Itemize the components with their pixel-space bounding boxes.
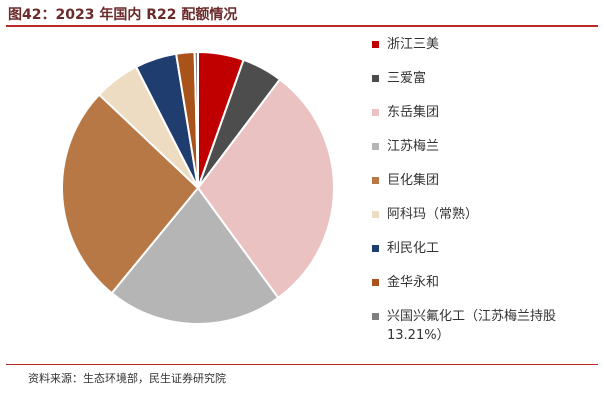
legend-item: 兴国兴氟化工（江苏梅兰持股13.21%） xyxy=(372,307,600,343)
legend-label: 江苏梅兰 xyxy=(387,139,440,154)
legend-swatch xyxy=(372,143,379,150)
legend-label: 巨化集团 xyxy=(387,173,440,188)
legend-label: 利民化工 xyxy=(387,241,440,256)
pie-slice-3 xyxy=(196,78,335,300)
legend-swatch xyxy=(372,109,379,116)
legend-swatch xyxy=(372,313,379,320)
legend-item: 利民化工 xyxy=(372,239,600,273)
legend-swatch xyxy=(372,245,379,252)
legend-item: 东岳集团 xyxy=(372,103,600,137)
legend-swatch xyxy=(372,75,379,82)
bottom-divider xyxy=(6,364,598,365)
legend-item: 巨化集团 xyxy=(372,171,600,205)
legend-label: 三爱富 xyxy=(387,71,427,86)
pie-slice-4 xyxy=(110,186,280,325)
legend: 浙江三美三爱富东岳集团江苏梅兰巨化集团阿科玛（常熟） 利民化工金华永和兴国兴氟化工… xyxy=(372,35,600,343)
legend-swatch xyxy=(372,41,379,48)
legend-label: 浙江三美 xyxy=(387,37,440,52)
legend-item: 三爱富 xyxy=(372,69,600,103)
legend-label: 阿科玛（常熟） xyxy=(387,207,479,222)
top-divider xyxy=(6,25,598,27)
legend-item: 金华永和 xyxy=(372,273,600,307)
legend-label: 金华永和 xyxy=(387,275,440,290)
legend-swatch xyxy=(372,211,379,218)
legend-item: 阿科玛（常熟） xyxy=(372,205,600,239)
legend-label: 兴国兴氟化工（江苏梅兰持股13.21%） xyxy=(387,309,557,343)
legend-item: 浙江三美 xyxy=(372,35,600,69)
legend-item: 江苏梅兰 xyxy=(372,137,600,171)
chart-title: 图42：2023 年国内 R22 配额情况 xyxy=(8,7,238,23)
pie-chart xyxy=(61,50,335,325)
legend-label: 东岳集团 xyxy=(387,105,440,120)
source-note: 资料来源：生态环境部，民生证券研究院 xyxy=(28,372,226,385)
pie-slice-9 xyxy=(193,50,199,189)
legend-swatch xyxy=(372,279,379,286)
legend-swatch xyxy=(372,177,379,184)
pie-slice-5 xyxy=(61,93,200,295)
